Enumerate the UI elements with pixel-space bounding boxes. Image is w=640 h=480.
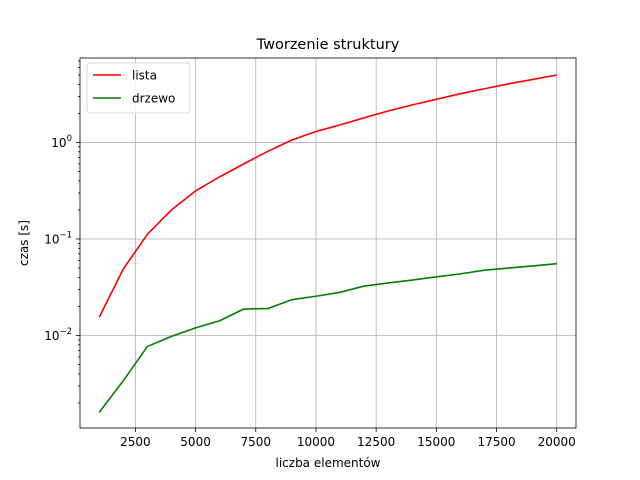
x-tick-label: 20000 [538, 435, 576, 449]
x-tick-label: 5000 [180, 435, 211, 449]
grid [80, 58, 576, 428]
y-tick-label: 10−2 [44, 327, 72, 343]
chart-title: Tworzenie struktury [256, 37, 400, 53]
y-axis-label: czas [s] [17, 220, 31, 266]
y-tick-label: 100 [51, 134, 72, 150]
x-tick-label: 12500 [357, 435, 395, 449]
legend: lista drzewo [86, 62, 191, 114]
x-tick-label: 7500 [240, 435, 271, 449]
series-line-lista [98, 74, 557, 318]
legend-label-drzewo: drzewo [132, 92, 175, 106]
x-axis-ticks: 2500 5000 7500 10000 12500 15000 17500 20000 [120, 428, 576, 449]
x-tick-label: 10000 [297, 435, 335, 449]
x-axis-label: liczba elementów [276, 456, 381, 470]
legend-label-lista: lista [132, 69, 157, 83]
plot-frame [79, 57, 577, 429]
x-tick-label: 17500 [477, 435, 515, 449]
x-tick-label: 2500 [120, 435, 151, 449]
y-tick-label: 10−1 [44, 230, 72, 246]
plot-series [98, 74, 557, 413]
x-tick-label: 15000 [417, 435, 455, 449]
series-line-drzewo [98, 262, 557, 413]
y-axis-ticks: 10−2 10−1 100 [44, 60, 80, 404]
